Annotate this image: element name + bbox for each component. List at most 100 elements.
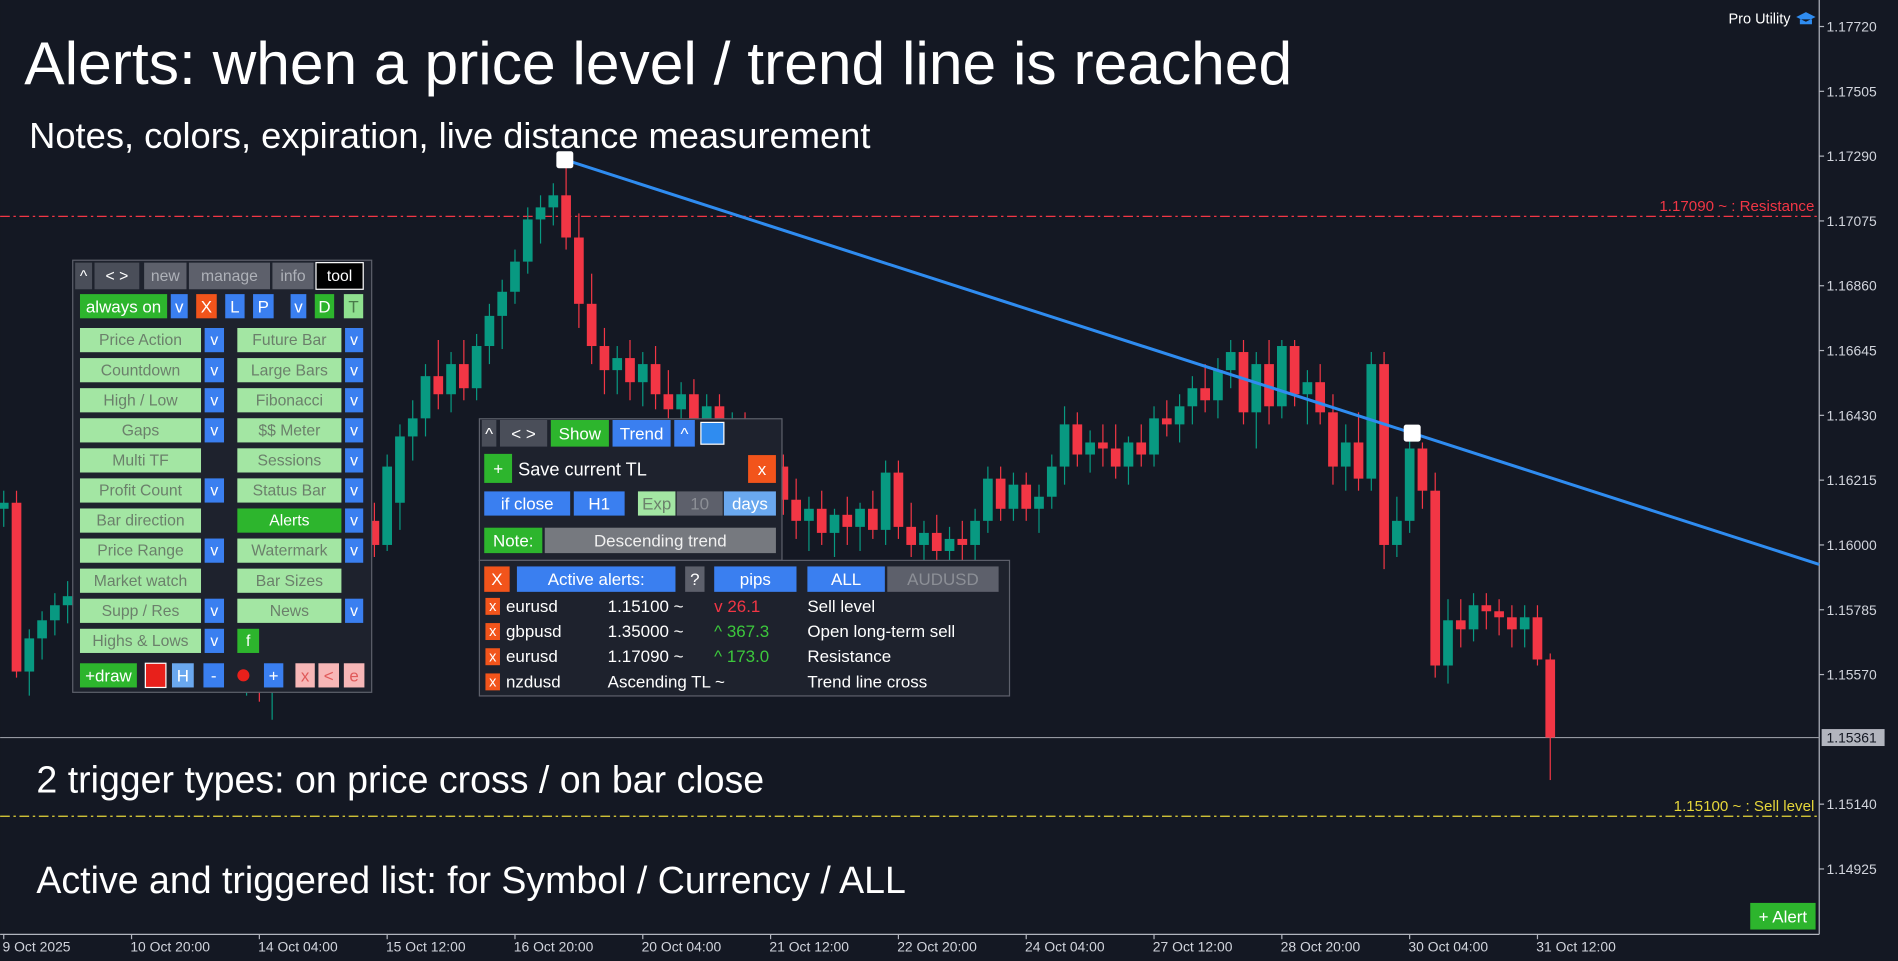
option-button-label[interactable]: if close bbox=[501, 495, 554, 514]
draw-button[interactable] bbox=[171, 663, 194, 688]
menu-button[interactable] bbox=[345, 448, 364, 473]
draw-button[interactable] bbox=[79, 663, 137, 688]
option-button[interactable] bbox=[484, 491, 571, 516]
tab[interactable] bbox=[188, 262, 271, 290]
menu-button[interactable] bbox=[345, 418, 364, 443]
tab-label[interactable]: ^ bbox=[80, 268, 88, 285]
feature-button[interactable] bbox=[79, 508, 202, 533]
menu-button[interactable] bbox=[345, 388, 364, 413]
menu-button-label[interactable]: v bbox=[210, 633, 218, 650]
feature-button-label[interactable]: Highs & Lows bbox=[92, 633, 188, 650]
toolbar-button-label[interactable]: v bbox=[294, 297, 303, 316]
menu-button-label[interactable]: v bbox=[350, 392, 358, 409]
feature-button-label[interactable]: Status Bar bbox=[253, 483, 326, 500]
draw-button-label[interactable]: +draw bbox=[85, 666, 132, 685]
alert-toolbar-button-label[interactable]: Show bbox=[559, 424, 602, 443]
tab-label[interactable]: < > bbox=[106, 268, 129, 285]
tab-label[interactable]: manage bbox=[201, 268, 258, 285]
feature-button[interactable] bbox=[237, 418, 342, 443]
menu-button[interactable] bbox=[204, 388, 225, 413]
feature-button-label[interactable]: Profit Count bbox=[99, 483, 183, 500]
note-label[interactable] bbox=[484, 527, 543, 554]
feature-button[interactable] bbox=[79, 568, 202, 593]
feature-button-label[interactable]: Watermark bbox=[251, 543, 327, 560]
draw-button[interactable] bbox=[203, 663, 225, 688]
feature-button[interactable] bbox=[79, 418, 202, 443]
trend-anchor[interactable] bbox=[556, 151, 574, 169]
menu-button[interactable] bbox=[345, 358, 364, 383]
menu-button-label[interactable]: v bbox=[350, 603, 358, 620]
menu-button-label[interactable]: v bbox=[210, 422, 218, 439]
tab-label[interactable]: info bbox=[280, 268, 306, 285]
menu-button-label[interactable]: v bbox=[210, 603, 218, 620]
alert-toolbar-button[interactable] bbox=[674, 419, 695, 447]
feature-button-label[interactable]: High / Low bbox=[103, 392, 178, 409]
option-button[interactable] bbox=[573, 491, 625, 516]
menu-button-label[interactable]: v bbox=[350, 483, 358, 500]
remove-alert-button-label[interactable]: x bbox=[489, 599, 497, 615]
toolbar-button[interactable] bbox=[225, 294, 245, 319]
close-button[interactable] bbox=[748, 455, 776, 483]
feature-button[interactable] bbox=[237, 628, 260, 653]
option-button-label[interactable]: days bbox=[732, 495, 768, 514]
menu-button-label[interactable]: v bbox=[350, 332, 358, 349]
option-button-label[interactable]: 10 bbox=[690, 495, 709, 514]
list-header-button[interactable] bbox=[807, 566, 885, 592]
feature-button-label[interactable]: Future Bar bbox=[252, 332, 326, 349]
draw-button[interactable] bbox=[343, 663, 365, 688]
menu-button-label[interactable]: v bbox=[210, 543, 218, 560]
menu-button[interactable] bbox=[204, 598, 225, 623]
feature-button[interactable] bbox=[79, 448, 202, 473]
feature-button[interactable] bbox=[237, 568, 342, 593]
feature-button[interactable] bbox=[79, 358, 202, 383]
toolbar-button[interactable] bbox=[343, 294, 364, 319]
tab[interactable] bbox=[144, 262, 187, 290]
feature-button[interactable] bbox=[237, 327, 342, 353]
feature-button-label[interactable]: Price Range bbox=[97, 543, 184, 560]
feature-button-label[interactable]: Multi TF bbox=[112, 453, 168, 470]
feature-button[interactable] bbox=[237, 448, 342, 473]
draw-button-label[interactable]: H bbox=[177, 666, 189, 685]
feature-button[interactable] bbox=[79, 388, 202, 413]
draw-button[interactable] bbox=[295, 663, 315, 688]
draw-button-label[interactable]: < bbox=[324, 666, 334, 685]
menu-button[interactable] bbox=[204, 358, 225, 383]
alert-toolbar-button[interactable] bbox=[481, 419, 497, 447]
toolbar-button-label[interactable]: P bbox=[258, 297, 269, 316]
feature-button-label[interactable]: Gaps bbox=[122, 422, 160, 439]
alert-toolbar-button[interactable] bbox=[550, 419, 609, 447]
toolbar-button-label[interactable]: v bbox=[175, 297, 184, 316]
alert-toolbar-button-label[interactable]: < > bbox=[511, 424, 536, 443]
draw-button-label[interactable]: + bbox=[269, 666, 279, 685]
feature-button-label[interactable]: Supp / Res bbox=[102, 603, 180, 620]
note-input-label[interactable]: Descending trend bbox=[594, 532, 727, 551]
toolbar-button[interactable] bbox=[170, 294, 188, 319]
tab-outline[interactable] bbox=[315, 262, 364, 290]
feature-button-label[interactable]: Price Action bbox=[99, 332, 182, 349]
add-alert-button[interactable] bbox=[1750, 902, 1816, 930]
toolbar-button-label[interactable]: always on bbox=[86, 297, 161, 316]
menu-button-label[interactable]: v bbox=[350, 513, 358, 530]
feature-button[interactable] bbox=[237, 538, 342, 563]
toolbar-button-label[interactable]: T bbox=[348, 297, 358, 316]
feature-button-label[interactable]: Alerts bbox=[269, 513, 309, 530]
toolbar-button[interactable] bbox=[79, 294, 168, 319]
toolbar-button-label[interactable]: X bbox=[201, 297, 212, 316]
feature-button[interactable] bbox=[237, 478, 342, 503]
feature-button-label[interactable]: Large Bars bbox=[251, 362, 328, 379]
draw-button[interactable] bbox=[318, 663, 339, 688]
tab[interactable] bbox=[94, 262, 140, 290]
remove-alert-button-label[interactable]: x bbox=[489, 675, 497, 691]
list-header-button[interactable] bbox=[516, 566, 676, 592]
draw-button-label[interactable]: - bbox=[211, 666, 217, 685]
list-header-button-label[interactable]: ALL bbox=[831, 570, 861, 589]
menu-button[interactable] bbox=[345, 538, 364, 563]
option-button-label[interactable]: H1 bbox=[588, 495, 610, 514]
draw-button[interactable] bbox=[263, 663, 284, 688]
list-header-button-label[interactable]: Active alerts: bbox=[548, 570, 645, 589]
note-label-label[interactable]: Note: bbox=[493, 532, 533, 551]
feature-button[interactable] bbox=[79, 598, 202, 623]
menu-button[interactable] bbox=[204, 628, 225, 653]
feature-button-label[interactable]: News bbox=[270, 603, 309, 620]
menu-button-label[interactable]: v bbox=[350, 362, 358, 379]
